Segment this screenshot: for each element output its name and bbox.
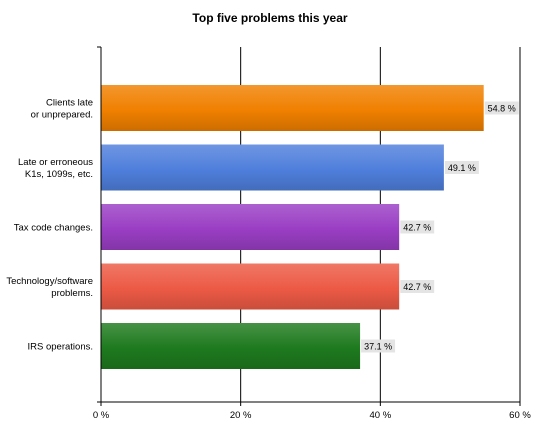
value-label-2: 42.7 % [403,223,431,233]
value-label-bg-2 [400,220,435,234]
x-tick-label-0: 0 % [93,410,110,421]
x-tick-label-1: 20 % [230,410,252,421]
bar-1 [101,144,444,191]
value-label-bg-0 [484,101,519,115]
value-label-bg-1 [444,161,479,174]
x-tick-label-2: 40 % [370,410,392,421]
bar-layer [101,85,484,369]
category-label-2: Tax code changes. [14,223,93,234]
value-label-3: 42.7 % [403,282,431,292]
bar-0 [101,85,484,131]
category-label-1: Late or erroneous K1s, 1099s, etc. [18,157,93,180]
category-label-0: Clients late or unprepared. [31,98,93,121]
category-label-3: Technology/software problems. [6,276,93,299]
value-label-bg-4 [361,339,396,353]
bar-3 [101,263,400,310]
value-label-bg-3 [400,280,435,293]
value-label-1: 49.1 % [448,163,476,173]
bar-2 [101,204,400,250]
value-label-0: 54.8 % [488,104,516,114]
value-label-4: 37.1 % [364,342,392,352]
axis-layer: 0 % 20 % 40 % 60 % [93,46,531,421]
x-tick-label-3: 60 % [509,410,531,421]
bar-4 [101,323,361,369]
chart-title: Top five problems this year [192,11,347,25]
category-label-4: IRS operations. [28,342,93,353]
label-layer: 54.8 % Clients late or unprepared. 49.1 % La… [6,98,519,353]
